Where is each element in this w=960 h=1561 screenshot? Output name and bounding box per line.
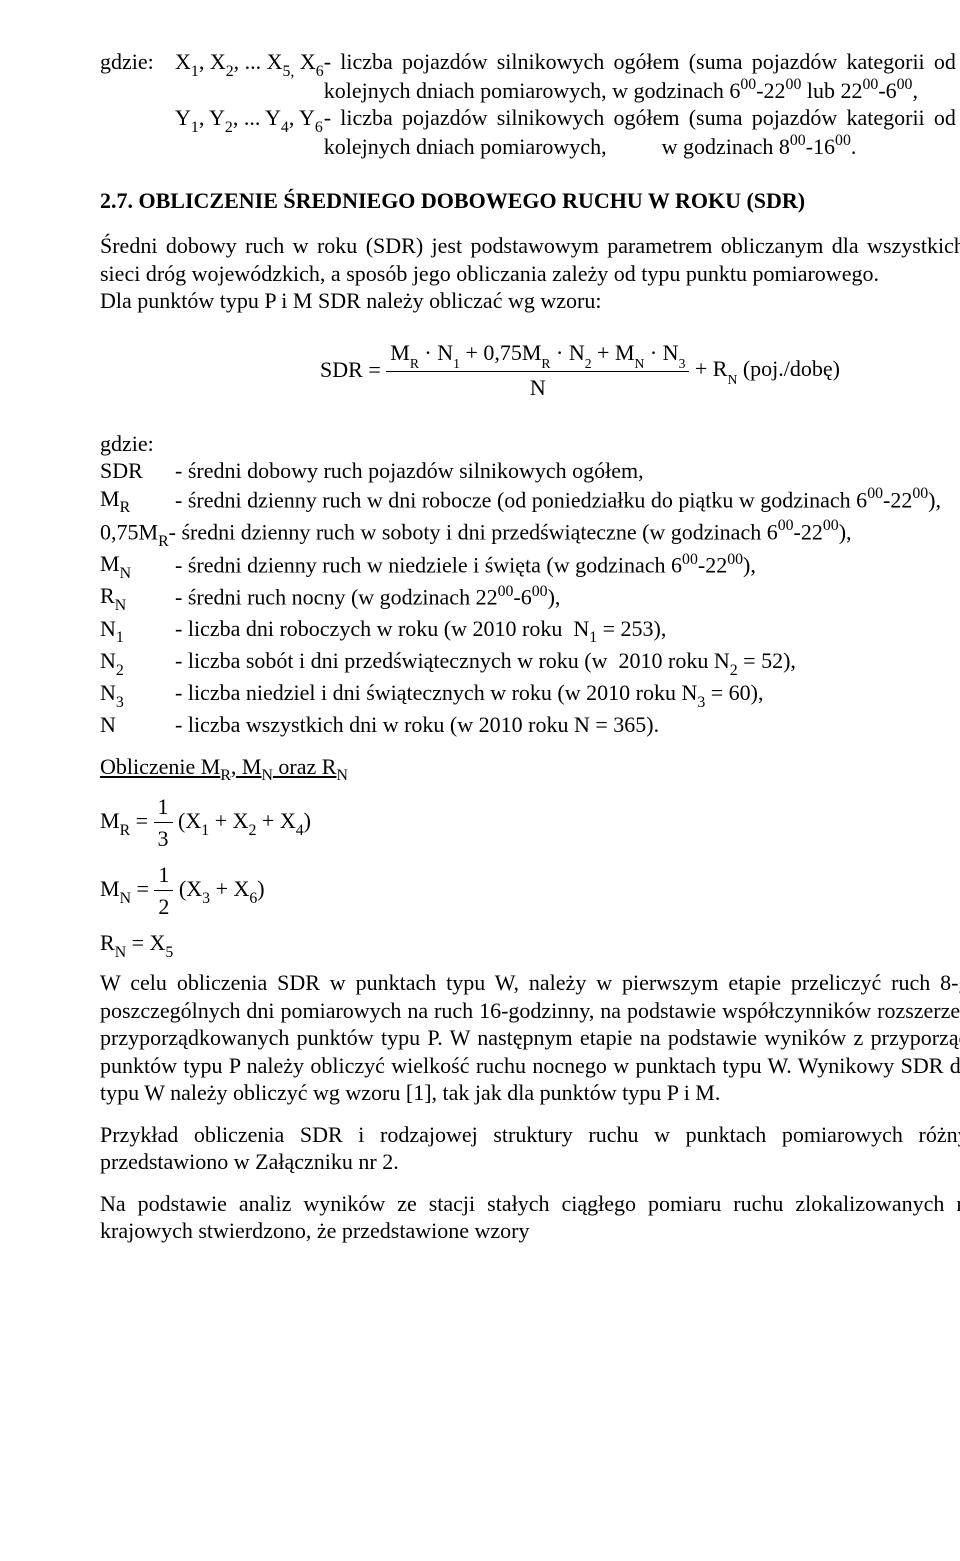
where-row-n1: N1 - liczba dni roboczych w roku (w 2010… [100, 615, 960, 647]
where-mn-text: - średni dzienny ruch w niedziele i świę… [175, 550, 960, 582]
para-example: Przykład obliczenia SDR i rodzajowej str… [100, 1121, 960, 1176]
where-n1-text: - liczba dni roboczych w roku (w 2010 ro… [175, 615, 960, 647]
where-row-rn: RN - średni ruch nocny (w godzinach 2200… [100, 582, 960, 614]
where-gdzie: gdzie: [100, 430, 960, 458]
page-number: 8 [100, 1263, 960, 1291]
where-rn-text: - średni ruch nocny (w godzinach 2200-60… [175, 582, 960, 614]
where-row-n2: N2 - liczba sobót i dni przedświątecznyc… [100, 647, 960, 679]
where-mr-text: - średni dzienny ruch w dni robocze (od … [175, 485, 960, 517]
where-n-text: - liczba wszystkich dni w roku (w 2010 r… [175, 711, 960, 739]
calc-header: Obliczenie MR, MN oraz RN [100, 753, 960, 785]
y-body: - liczba pojazdów silnikowych ogółem (su… [324, 105, 960, 159]
where-row-mr: MR - średni dzienny ruch w dni robocze (… [100, 485, 960, 517]
where-sdr-label: SDR [100, 457, 175, 485]
eq-mn: MN = 12 (X3 + X6) [100, 861, 960, 921]
where-rn-label: RN [100, 582, 175, 614]
sdr-eq-lhs: SDR = [320, 356, 386, 384]
sdr-eq-rhs: + RN (poj./dobę) [689, 355, 840, 385]
where-row-sdr: SDR - średni dobowy ruch pojazdów silnik… [100, 457, 960, 485]
top-def-table: gdzie: X1, X2, ... X5, X6 - liczba pojaz… [100, 48, 960, 161]
where-n2-text: - liczba sobót i dni przedświątecznych w… [175, 647, 960, 679]
where-row-mn: MN - średni dzienny ruch w niedziele i ś… [100, 550, 960, 582]
where-n1-label: N1 [100, 615, 175, 647]
where-row-075mr: 0,75MR- średni dzienny ruch w soboty i d… [100, 517, 960, 551]
eq-mr: MR = 13 (X1 + X2 + X4) [100, 793, 960, 853]
section-heading: 2.7. OBLICZENIE ŚREDNIEGO DOBOWEGO RUCHU… [100, 187, 960, 215]
intro-para-2: Dla punktów typu P i M SDR należy oblicz… [100, 287, 960, 315]
where-n2-label: N2 [100, 647, 175, 679]
where-block: gdzie: SDR - średni dobowy ruch pojazdów… [100, 430, 960, 739]
x-lhs: X1, X2, ... X5, X6 [175, 49, 324, 74]
where-mn-label: MN [100, 550, 175, 582]
eq-rn: RN = X5 [100, 929, 960, 961]
intro-para-1: Średni dobowy ruch w roku (SDR) jest pod… [100, 232, 960, 287]
sdr-formula: SDR = MR · N1 + 0,75MR · N2 + MN · N3 N … [100, 339, 960, 402]
x-body: - liczba pojazdów silnikowych ogółem (su… [324, 49, 960, 103]
sdr-fraction: MR · N1 + 0,75MR · N2 + MN · N3 N [386, 339, 689, 402]
where-n3-label: N3 [100, 679, 175, 711]
where-mr-label: MR [100, 485, 175, 517]
where-row-n3: N3 - liczba niedziel i dni świątecznych … [100, 679, 960, 711]
where-sdr-text: - średni dobowy ruch pojazdów silnikowyc… [175, 457, 960, 485]
where-n-label: N [100, 711, 175, 739]
where-row-n: N - liczba wszystkich dni w roku (w 2010… [100, 711, 960, 739]
y-lhs: Y1, Y2, ... Y4, Y6 [175, 105, 323, 130]
para-last: Na podstawie analiz wyników ze stacji st… [100, 1190, 960, 1245]
where-n3-text: - liczba niedziel i dni świątecznych w r… [175, 679, 960, 711]
gdzie-label: gdzie: [100, 49, 154, 74]
para-typ-w: W celu obliczenia SDR w punktach typu W,… [100, 969, 960, 1107]
